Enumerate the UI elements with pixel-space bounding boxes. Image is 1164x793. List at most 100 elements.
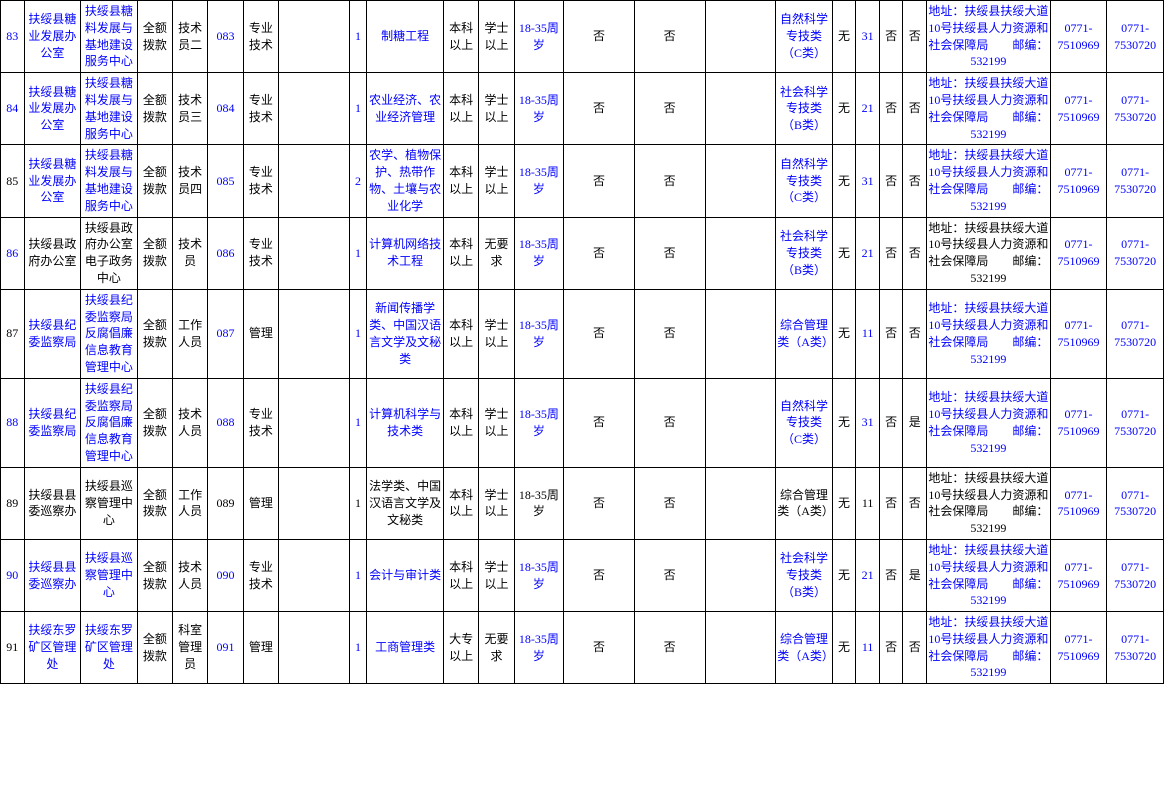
table-cell: 扶绥东罗矿区管理处: [81, 612, 138, 684]
table-cell: 2: [349, 145, 367, 217]
table-cell: [279, 217, 350, 289]
table-row: 84扶绥县糖业发展办公室扶绥县糖料发展与基地建设服务中心全额拨款技术员三084专…: [1, 73, 1164, 145]
table-cell: 11: [856, 467, 880, 539]
table-cell: 学士以上: [479, 378, 514, 467]
table-cell: 18-35周岁: [514, 217, 563, 289]
table-cell: 11: [856, 289, 880, 378]
table-cell: 否: [879, 145, 903, 217]
table-cell: 本科以上: [443, 1, 478, 73]
table-cell: 否: [879, 539, 903, 611]
table-cell: [705, 467, 776, 539]
table-cell: 089: [208, 467, 243, 539]
table-cell: 无: [832, 145, 856, 217]
table-cell: 否: [634, 1, 705, 73]
table-cell: 091: [208, 612, 243, 684]
table-cell: 专业技术: [243, 217, 278, 289]
table-cell: 专业技术: [243, 145, 278, 217]
table-cell: 制糖工程: [367, 1, 444, 73]
table-cell: 技术员二: [173, 1, 208, 73]
table-cell: 本科以上: [443, 289, 478, 378]
table-cell: 扶绥县政府办公室: [24, 217, 81, 289]
table-cell: 本科以上: [443, 539, 478, 611]
table-cell: 否: [564, 73, 635, 145]
table-cell: 88: [1, 378, 25, 467]
table-cell: 扶绥县纪委监察局反腐倡廉信息教育管理中心: [81, 289, 138, 378]
table-cell: 087: [208, 289, 243, 378]
table-cell: 0771-7530720: [1107, 612, 1164, 684]
table-cell: 086: [208, 217, 243, 289]
table-cell: 全额拨款: [137, 289, 172, 378]
table-cell: [279, 612, 350, 684]
table-cell: 1: [349, 1, 367, 73]
table-row: 90扶绥县县委巡察办扶绥县巡察管理中心全额拨款技术人员090专业技术1会计与审计…: [1, 539, 1164, 611]
table-cell: 083: [208, 1, 243, 73]
table-cell: 地址：扶绥县扶绥大道10号扶绥县人力资源和社会保障局 邮编：532199: [927, 145, 1051, 217]
table-cell: 新闻传播学类、中国汉语言文学及文秘类: [367, 289, 444, 378]
table-cell: 1: [349, 289, 367, 378]
table-cell: 全额拨款: [137, 612, 172, 684]
table-cell: 否: [903, 612, 927, 684]
table-cell: 否: [879, 467, 903, 539]
table-cell: 专业技术: [243, 1, 278, 73]
table-cell: 扶绥县糖业发展办公室: [24, 73, 81, 145]
table-cell: 0771-7530720: [1107, 467, 1164, 539]
table-cell: 技术人员: [173, 378, 208, 467]
table-cell: 31: [856, 378, 880, 467]
table-cell: 社会科学专技类（B类）: [776, 73, 833, 145]
table-cell: 18-35周岁: [514, 145, 563, 217]
table-cell: 扶绥县糖业发展办公室: [24, 145, 81, 217]
table-cell: 无: [832, 612, 856, 684]
table-cell: 自然科学专技类（C类）: [776, 1, 833, 73]
table-cell: 11: [856, 612, 880, 684]
table-cell: 学士以上: [479, 73, 514, 145]
table-cell: 扶绥县糖业发展办公室: [24, 1, 81, 73]
table-cell: [705, 145, 776, 217]
table-cell: 技术员四: [173, 145, 208, 217]
table-cell: 本科以上: [443, 378, 478, 467]
table-cell: 91: [1, 612, 25, 684]
table-cell: 否: [879, 1, 903, 73]
table-cell: 无: [832, 467, 856, 539]
table-cell: 0771-7510969: [1050, 73, 1107, 145]
table-cell: 否: [564, 378, 635, 467]
table-cell: 无: [832, 1, 856, 73]
table-cell: 无要求: [479, 217, 514, 289]
table-row: 89扶绥县县委巡察办扶绥县巡察管理中心全额拨款工作人员089管理1法学类、中国汉…: [1, 467, 1164, 539]
table-cell: 计算机网络技术工程: [367, 217, 444, 289]
table-cell: 否: [903, 289, 927, 378]
table-cell: 专业技术: [243, 73, 278, 145]
table-cell: 扶绥县糖料发展与基地建设服务中心: [81, 1, 138, 73]
table-cell: 否: [903, 467, 927, 539]
table-cell: 1: [349, 378, 367, 467]
table-cell: 否: [903, 145, 927, 217]
table-cell: 1: [349, 73, 367, 145]
table-cell: 扶绥县县委巡察办: [24, 467, 81, 539]
table-cell: 90: [1, 539, 25, 611]
table-cell: 088: [208, 378, 243, 467]
table-cell: 18-35周岁: [514, 612, 563, 684]
table-cell: 无: [832, 73, 856, 145]
table-cell: 扶绥县纪委监察局反腐倡廉信息教育管理中心: [81, 378, 138, 467]
table-cell: 扶绥县政府办公室电子政务中心: [81, 217, 138, 289]
table-cell: 管理: [243, 467, 278, 539]
table-cell: 学士以上: [479, 145, 514, 217]
table-cell: 农业经济、农业经济管理: [367, 73, 444, 145]
table-cell: 全额拨款: [137, 145, 172, 217]
job-listing-table: 83扶绥县糖业发展办公室扶绥县糖料发展与基地建设服务中心全额拨款技术员二083专…: [0, 0, 1164, 684]
table-cell: 扶绥县巡察管理中心: [81, 467, 138, 539]
table-cell: 0771-7530720: [1107, 289, 1164, 378]
table-cell: [279, 1, 350, 73]
table-cell: 87: [1, 289, 25, 378]
table-cell: 地址：扶绥县扶绥大道10号扶绥县人力资源和社会保障局 邮编：532199: [927, 539, 1051, 611]
table-cell: 0771-7510969: [1050, 217, 1107, 289]
table-row: 87扶绥县纪委监察局扶绥县纪委监察局反腐倡廉信息教育管理中心全额拨款工作人员08…: [1, 289, 1164, 378]
table-cell: 84: [1, 73, 25, 145]
table-cell: 地址：扶绥县扶绥大道10号扶绥县人力资源和社会保障局 邮编：532199: [927, 612, 1051, 684]
table-cell: 扶绥县巡察管理中心: [81, 539, 138, 611]
table-cell: 0771-7510969: [1050, 289, 1107, 378]
table-cell: [705, 217, 776, 289]
table-cell: 1: [349, 539, 367, 611]
table-cell: 0771-7530720: [1107, 378, 1164, 467]
table-cell: 否: [564, 467, 635, 539]
table-cell: 85: [1, 145, 25, 217]
